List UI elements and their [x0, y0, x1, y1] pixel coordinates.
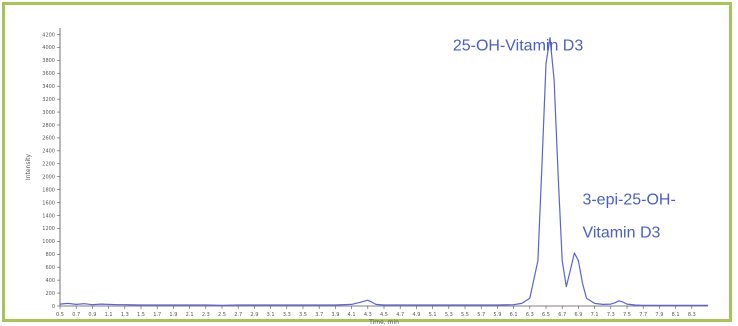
y-tick-label: 1600 — [42, 200, 55, 206]
annotations: 25-OH-Vitamin D3 3-epi-25-OH- Vitamin D3 — [453, 38, 676, 242]
y-tick-label: 1800 — [42, 187, 55, 193]
x-tick-label: 3.9 — [331, 312, 339, 318]
x-tick-label: 2.3 — [202, 312, 210, 318]
y-tick-label: 2800 — [42, 123, 55, 129]
y-tick-label: 4200 — [42, 32, 55, 38]
y-tick-label: 3400 — [42, 84, 55, 90]
x-tick-label: 4.3 — [364, 312, 372, 318]
x-tick-label: 5.9 — [493, 312, 501, 318]
x-tick-label: 3.7 — [315, 312, 323, 318]
y-tick-label: 2600 — [42, 136, 55, 142]
x-tick-label: 8.3 — [688, 312, 696, 318]
x-tick-label: 7.5 — [623, 312, 631, 318]
y-tick-label: 4000 — [42, 45, 55, 51]
x-tick-label: 6.1 — [510, 312, 518, 318]
x-tick-label: 6.9 — [574, 312, 582, 318]
x-tick-label: 6.7 — [558, 312, 566, 318]
axes — [57, 28, 708, 309]
y-tick-label: 3800 — [42, 58, 55, 64]
x-tick-label: 1.9 — [169, 312, 177, 318]
x-tick-label: 0.7 — [72, 312, 80, 318]
tick-labels: 0 200 400 600 800 1000 1200 1400 1600 1800 2000 220… — [42, 32, 696, 318]
x-tick-label: 5.3 — [445, 312, 453, 318]
x-tick-label: 6.3 — [526, 312, 534, 318]
x-tick-label: 1.7 — [153, 312, 161, 318]
x-tick-label: 7.9 — [655, 312, 663, 318]
series-line-0 — [59, 37, 708, 306]
y-axis-label: Intensity — [25, 153, 32, 180]
y-tick-label: 3600 — [42, 71, 55, 77]
x-tick-label: 8.1 — [672, 312, 680, 318]
x-tick-label: 2.9 — [250, 312, 258, 318]
y-tick-label: 800 — [45, 252, 55, 258]
x-tick-label: 4.9 — [412, 312, 420, 318]
x-tick-label: 3.1 — [267, 312, 275, 318]
x-tick-label: 0.9 — [88, 312, 96, 318]
peak-annotation-1: 3-epi-25-OH- — [582, 191, 675, 208]
x-tick-label: 4.7 — [396, 312, 404, 318]
x-tick-label: 7.3 — [607, 312, 615, 318]
x-tick-label: 3.3 — [283, 312, 291, 318]
x-tick-label: 2.1 — [186, 312, 194, 318]
x-tick-label: 2.7 — [234, 312, 242, 318]
y-tick-label: 3200 — [42, 97, 55, 103]
x-tick-label: 6.5 — [542, 312, 550, 318]
peak-annotation-2: Vitamin D3 — [582, 224, 660, 241]
x-axis-label: Time, min — [368, 319, 399, 326]
y-tick-label: 1400 — [42, 213, 55, 219]
x-tick-label: 0.5 — [56, 312, 64, 318]
y-tick-label: 2400 — [42, 149, 55, 155]
y-tick-label: 600 — [45, 265, 55, 271]
x-tick-label: 7.1 — [591, 312, 599, 318]
x-tick-label: 1.5 — [137, 312, 145, 318]
x-tick-label: 3.5 — [299, 312, 307, 318]
y-tick-label: 1000 — [42, 239, 55, 245]
x-tick-label: 2.5 — [218, 312, 226, 318]
series-layer — [59, 37, 708, 306]
y-tick-label: 0 — [52, 304, 55, 310]
y-tick-label: 2200 — [42, 162, 55, 168]
y-tick-label: 400 — [45, 278, 55, 284]
x-tick-label: 5.1 — [429, 312, 437, 318]
x-tick-label: 5.7 — [477, 312, 485, 318]
x-tick-label: 1.1 — [105, 312, 113, 318]
peak-annotation-0: 25-OH-Vitamin D3 — [453, 38, 584, 55]
x-tick-label: 4.5 — [380, 312, 388, 318]
x-tick-label: 1.3 — [121, 312, 129, 318]
y-tick-label: 2000 — [42, 174, 55, 180]
y-tick-label: 200 — [45, 291, 55, 297]
y-tick-label: 3000 — [42, 110, 55, 116]
x-tick-label: 7.7 — [639, 312, 647, 318]
x-tick-label: 4.1 — [348, 312, 356, 318]
y-tick-label: 1200 — [42, 226, 55, 232]
x-tick-label: 5.5 — [461, 312, 469, 318]
chart-frame — [2, 2, 732, 322]
